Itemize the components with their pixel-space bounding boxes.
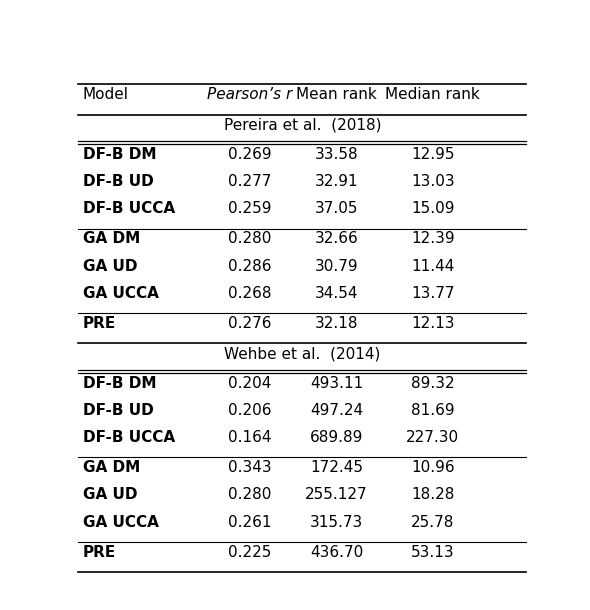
- Text: DF-B DM: DF-B DM: [83, 376, 156, 390]
- Text: GA UD: GA UD: [83, 259, 137, 274]
- Text: 0.286: 0.286: [228, 259, 271, 274]
- Text: 436.70: 436.70: [310, 545, 363, 560]
- Text: 32.18: 32.18: [315, 316, 358, 331]
- Text: DF-B UD: DF-B UD: [83, 174, 153, 189]
- Text: 89.32: 89.32: [411, 376, 454, 390]
- Text: GA UD: GA UD: [83, 487, 137, 503]
- Text: 53.13: 53.13: [411, 545, 454, 560]
- Text: 12.39: 12.39: [411, 231, 454, 246]
- Text: 10.96: 10.96: [411, 460, 454, 475]
- Text: 25.78: 25.78: [411, 515, 454, 529]
- Text: 32.66: 32.66: [315, 231, 359, 246]
- Text: 172.45: 172.45: [310, 460, 363, 475]
- Text: 15.09: 15.09: [411, 201, 454, 217]
- Text: PRE: PRE: [83, 316, 116, 331]
- Text: 0.164: 0.164: [228, 430, 271, 445]
- Text: DF-B DM: DF-B DM: [83, 147, 156, 162]
- Text: 13.77: 13.77: [411, 286, 454, 301]
- Text: 0.343: 0.343: [228, 460, 271, 475]
- Text: 227.30: 227.30: [406, 430, 459, 445]
- Text: 0.261: 0.261: [228, 515, 271, 529]
- Text: 34.54: 34.54: [315, 286, 358, 301]
- Text: DF-B UCCA: DF-B UCCA: [83, 430, 175, 445]
- Text: 13.03: 13.03: [411, 174, 454, 189]
- Text: 0.276: 0.276: [228, 316, 271, 331]
- Text: GA UCCA: GA UCCA: [83, 286, 159, 301]
- Text: 0.268: 0.268: [228, 286, 271, 301]
- Text: Model: Model: [83, 87, 129, 102]
- Text: Wehbe et al.  (2014): Wehbe et al. (2014): [224, 346, 381, 361]
- Text: 30.79: 30.79: [315, 259, 359, 274]
- Text: GA UCCA: GA UCCA: [83, 515, 159, 529]
- Text: 497.24: 497.24: [310, 403, 363, 418]
- Text: 315.73: 315.73: [310, 515, 363, 529]
- Text: 0.259: 0.259: [228, 201, 271, 217]
- Text: DF-B UCCA: DF-B UCCA: [83, 201, 175, 217]
- Text: Pereira et al.  (2018): Pereira et al. (2018): [224, 117, 381, 132]
- Text: GA DM: GA DM: [83, 460, 140, 475]
- Text: 493.11: 493.11: [310, 376, 363, 390]
- Text: 37.05: 37.05: [315, 201, 358, 217]
- Text: DF-B UD: DF-B UD: [83, 403, 153, 418]
- Text: 81.69: 81.69: [411, 403, 454, 418]
- Text: 0.280: 0.280: [228, 487, 271, 503]
- Text: Pearson’s r: Pearson’s r: [207, 87, 293, 102]
- Text: 0.204: 0.204: [228, 376, 271, 390]
- Text: 0.206: 0.206: [228, 403, 271, 418]
- Text: 689.89: 689.89: [310, 430, 363, 445]
- Text: 0.269: 0.269: [228, 147, 271, 162]
- Text: 18.28: 18.28: [411, 487, 454, 503]
- Text: 33.58: 33.58: [315, 147, 359, 162]
- Text: 255.127: 255.127: [306, 487, 368, 503]
- Text: 12.13: 12.13: [411, 316, 454, 331]
- Text: 32.91: 32.91: [315, 174, 359, 189]
- Text: GA DM: GA DM: [83, 231, 140, 246]
- Text: Mean rank: Mean rank: [296, 87, 377, 102]
- Text: 11.44: 11.44: [411, 259, 454, 274]
- Text: 0.277: 0.277: [228, 174, 271, 189]
- Text: PRE: PRE: [83, 545, 116, 560]
- Text: Median rank: Median rank: [385, 87, 480, 102]
- Text: 0.225: 0.225: [228, 545, 271, 560]
- Text: 0.280: 0.280: [228, 231, 271, 246]
- Text: 12.95: 12.95: [411, 147, 454, 162]
